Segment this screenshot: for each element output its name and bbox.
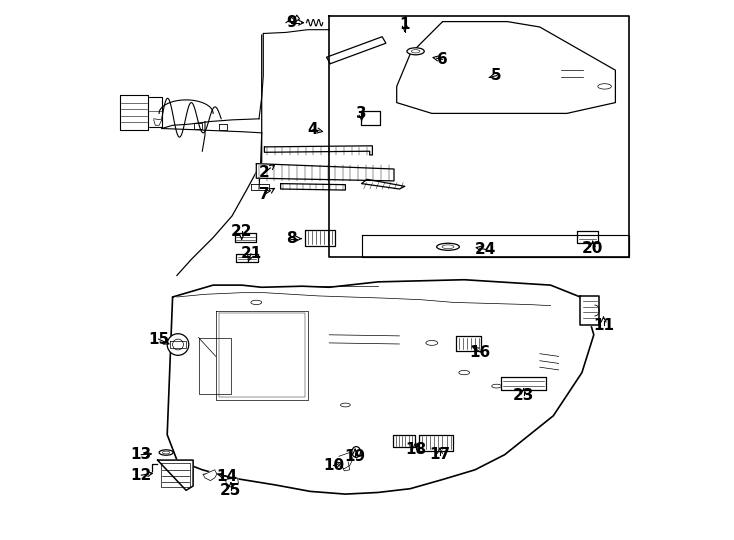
Ellipse shape: [159, 450, 173, 455]
Text: 14: 14: [216, 469, 237, 484]
Text: 8: 8: [286, 231, 297, 246]
Text: 21: 21: [240, 246, 261, 261]
Text: 4: 4: [308, 122, 319, 137]
Polygon shape: [203, 470, 217, 481]
Text: 9: 9: [286, 15, 297, 30]
Text: 23: 23: [513, 388, 534, 403]
Text: 5: 5: [491, 68, 502, 83]
Circle shape: [172, 339, 184, 350]
Polygon shape: [396, 22, 615, 113]
Polygon shape: [393, 435, 415, 447]
Polygon shape: [456, 336, 482, 351]
Polygon shape: [576, 231, 598, 243]
Ellipse shape: [411, 50, 420, 53]
Polygon shape: [280, 184, 346, 190]
Polygon shape: [362, 179, 404, 189]
Ellipse shape: [492, 384, 501, 388]
Polygon shape: [236, 254, 258, 262]
Text: 3: 3: [356, 106, 367, 121]
Polygon shape: [419, 435, 454, 451]
Polygon shape: [305, 230, 335, 246]
Polygon shape: [170, 341, 186, 348]
Text: 7: 7: [259, 187, 269, 202]
Text: 19: 19: [344, 449, 366, 464]
Polygon shape: [339, 453, 353, 469]
Text: 24: 24: [475, 242, 496, 257]
Polygon shape: [264, 146, 372, 155]
Polygon shape: [120, 94, 148, 130]
Polygon shape: [256, 164, 394, 181]
Circle shape: [167, 334, 189, 355]
Ellipse shape: [459, 370, 470, 375]
Polygon shape: [158, 460, 193, 490]
Text: 1: 1: [399, 17, 410, 32]
Text: 2: 2: [259, 165, 270, 180]
Ellipse shape: [341, 403, 350, 407]
Ellipse shape: [251, 300, 262, 305]
Ellipse shape: [426, 341, 437, 346]
Ellipse shape: [598, 84, 611, 89]
Text: 12: 12: [131, 468, 152, 483]
Ellipse shape: [162, 451, 170, 454]
Text: 11: 11: [593, 318, 614, 333]
Ellipse shape: [352, 447, 360, 457]
Polygon shape: [327, 37, 386, 64]
Polygon shape: [235, 233, 256, 242]
Polygon shape: [360, 111, 380, 125]
Ellipse shape: [437, 243, 459, 250]
Text: 16: 16: [470, 345, 491, 360]
Text: 25: 25: [220, 483, 241, 498]
Text: 6: 6: [437, 52, 448, 67]
Polygon shape: [225, 478, 239, 487]
Text: 17: 17: [429, 447, 451, 462]
Text: 18: 18: [405, 442, 426, 457]
Text: 13: 13: [131, 447, 152, 462]
Polygon shape: [167, 280, 594, 494]
Polygon shape: [501, 377, 546, 390]
Text: 22: 22: [231, 224, 252, 239]
Text: 20: 20: [582, 241, 603, 256]
Polygon shape: [581, 296, 599, 325]
Ellipse shape: [407, 48, 424, 55]
Ellipse shape: [442, 245, 454, 248]
Text: 10: 10: [323, 458, 344, 473]
Text: 15: 15: [148, 332, 169, 347]
